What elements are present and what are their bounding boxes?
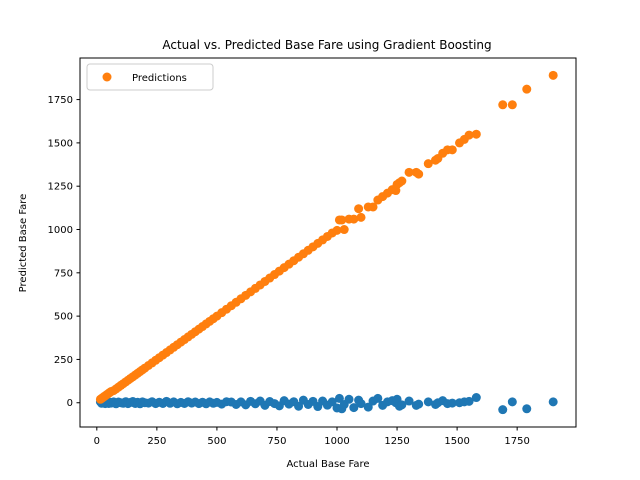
actual-point bbox=[464, 396, 474, 406]
actual-point bbox=[356, 399, 366, 409]
actual-point bbox=[344, 394, 354, 404]
y-tick-label: 250 bbox=[54, 355, 73, 366]
prediction-point bbox=[356, 212, 366, 222]
actual-point bbox=[373, 393, 383, 403]
actual-point bbox=[363, 402, 373, 412]
actual-point bbox=[507, 397, 517, 407]
prediction-point bbox=[447, 145, 457, 155]
x-tick-label: 500 bbox=[207, 436, 226, 447]
data-points bbox=[95, 70, 558, 415]
prediction-point bbox=[423, 159, 433, 169]
prediction-point bbox=[507, 100, 517, 110]
prediction-point bbox=[414, 169, 424, 179]
y-axis-ticks: 0 250 500 750 1000 1250 1500 1750 bbox=[48, 95, 80, 409]
actual-point bbox=[471, 393, 481, 403]
y-tick-label: 750 bbox=[54, 268, 73, 279]
series-predictions bbox=[95, 70, 558, 404]
actual-point bbox=[414, 399, 424, 409]
legend-marker bbox=[102, 72, 112, 82]
actual-point bbox=[294, 401, 304, 411]
prediction-point bbox=[404, 167, 414, 177]
x-tick-label: 750 bbox=[267, 436, 286, 447]
x-tick-label: 250 bbox=[147, 436, 166, 447]
prediction-point bbox=[349, 214, 359, 224]
x-axis-label: Actual Base Fare bbox=[286, 459, 369, 470]
prediction-point bbox=[337, 215, 347, 225]
y-axis-label: Predicted Base Fare bbox=[18, 194, 29, 293]
prediction-point bbox=[498, 100, 508, 110]
y-tick-label: 500 bbox=[54, 312, 73, 323]
actual-point bbox=[404, 396, 414, 406]
prediction-point bbox=[354, 204, 364, 214]
series-actual bbox=[95, 393, 558, 415]
prediction-point bbox=[522, 84, 532, 94]
actual-point bbox=[548, 397, 558, 407]
prediction-point bbox=[368, 202, 378, 212]
x-axis-ticks: 0 250 500 750 1000 1250 1500 1750 bbox=[94, 427, 530, 447]
chart-title: Actual vs. Predicted Base Fare using Gra… bbox=[162, 38, 491, 52]
prediction-point bbox=[339, 225, 349, 235]
y-tick-label: 0 bbox=[67, 398, 73, 409]
prediction-point bbox=[332, 225, 342, 235]
actual-point bbox=[397, 400, 407, 410]
legend-label: Predictions bbox=[132, 73, 187, 84]
actual-point bbox=[327, 397, 337, 407]
actual-point bbox=[522, 404, 532, 414]
x-tick-label: 0 bbox=[94, 436, 100, 447]
prediction-point bbox=[471, 129, 481, 139]
actual-point bbox=[447, 398, 457, 408]
y-tick-label: 1000 bbox=[48, 225, 73, 236]
x-tick-label: 1000 bbox=[324, 436, 349, 447]
y-tick-label: 1750 bbox=[48, 95, 73, 106]
x-tick-label: 1750 bbox=[504, 436, 529, 447]
x-tick-label: 1250 bbox=[384, 436, 409, 447]
actual-point bbox=[423, 397, 433, 407]
legend-box bbox=[86, 63, 214, 91]
plot-frame bbox=[79, 57, 577, 428]
y-tick-label: 1250 bbox=[48, 182, 73, 193]
actual-point bbox=[334, 393, 344, 403]
y-tick-label: 1500 bbox=[48, 138, 73, 149]
actual-point bbox=[349, 403, 359, 413]
x-tick-label: 1500 bbox=[444, 436, 469, 447]
prediction-point bbox=[548, 70, 558, 80]
prediction-point bbox=[464, 130, 474, 140]
legend: Predictions bbox=[86, 63, 214, 91]
prediction-point bbox=[397, 176, 407, 186]
actual-point bbox=[498, 405, 508, 415]
